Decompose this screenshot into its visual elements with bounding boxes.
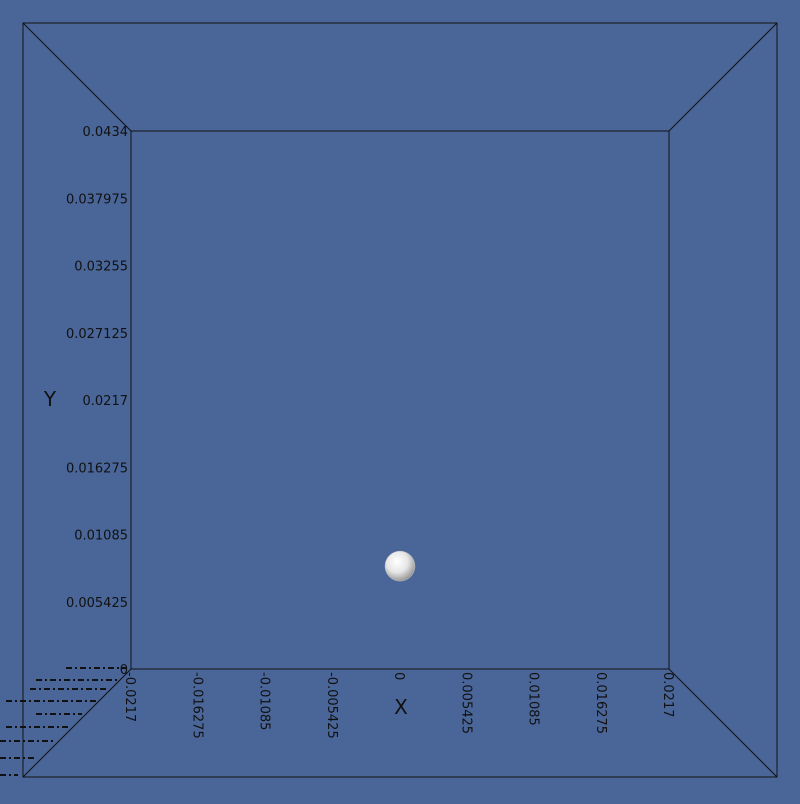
x-tick-label: -0.0217: [122, 672, 137, 722]
x-axis-title: X: [394, 695, 408, 719]
x-tick-label: -0.005425: [324, 672, 339, 739]
box-edge-bottom-left: [22, 668, 132, 778]
box-edge-top-left: [22, 22, 132, 132]
y-tick-label: 0.0434: [83, 125, 129, 140]
y-tick-label: 0.005425: [66, 596, 128, 611]
box-edge-bottom-right: [668, 668, 778, 778]
x-tick-label: 0.016275: [593, 672, 608, 734]
y-tick-label: 0.037975: [66, 192, 128, 207]
x-axis-ticks: -0.0217 -0.016275 -0.01085 -0.005425 0 0.0054…: [122, 672, 675, 739]
bounding-box: [22, 22, 778, 778]
y-axis-title: Y: [43, 387, 57, 411]
y-tick-label: 0.0217: [83, 394, 129, 409]
y-axis-ticks: 0 0.005425 0.01085 0.016275 0.0217 0.027125 0.…: [66, 125, 128, 678]
x-tick-label: 0: [391, 672, 406, 680]
y-tick-label: 0.027125: [66, 327, 128, 342]
x-tick-label: -0.016275: [189, 672, 204, 739]
x-tick-label: 0.01085: [526, 672, 541, 726]
y-tick-label: 0.03255: [74, 260, 128, 275]
box-edge-top-right: [668, 22, 778, 132]
y-tick-label: 0.016275: [66, 461, 128, 476]
x-tick-label: -0.01085: [257, 672, 272, 730]
x-tick-label: 0.005425: [458, 672, 473, 734]
particle-sphere[interactable]: [384, 550, 416, 582]
y-tick-label: 0: [120, 663, 128, 678]
y-tick-label: 0.01085: [74, 529, 128, 544]
corner-streaks: [0, 667, 126, 776]
x-tick-label: 0.0217: [660, 672, 675, 718]
inner-box-face: [130, 130, 670, 670]
outer-box-face: [22, 22, 778, 778]
